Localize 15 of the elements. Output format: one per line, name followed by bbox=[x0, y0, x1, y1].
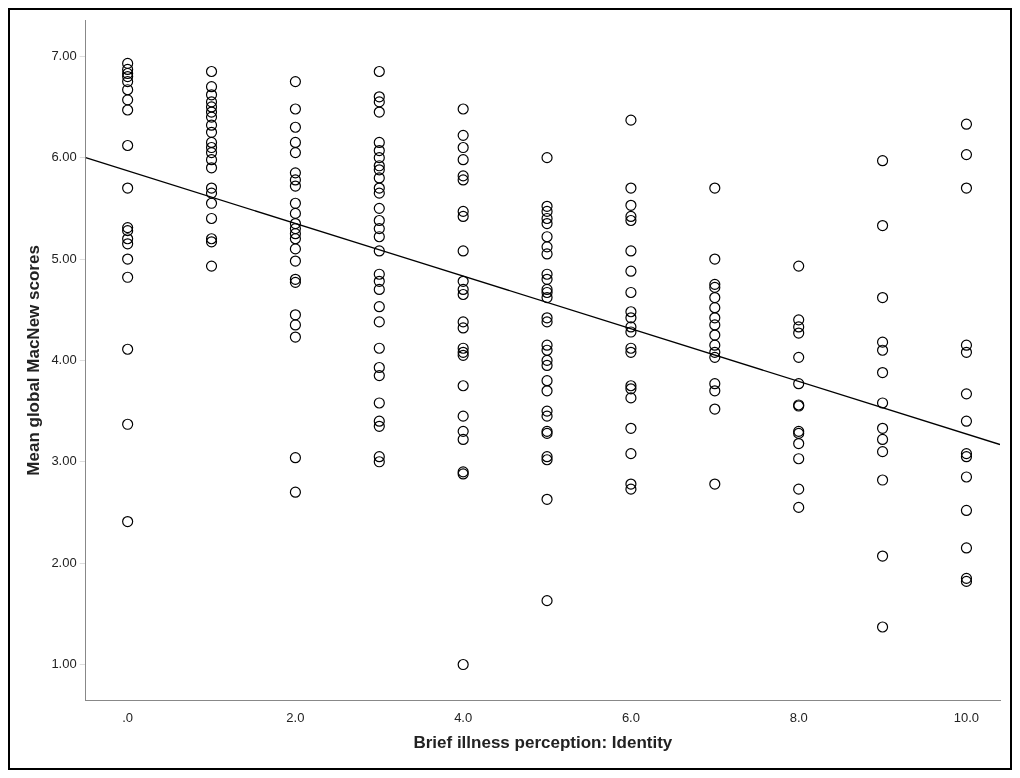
x-tick-label: 4.0 bbox=[454, 710, 473, 726]
x-tick-label: 6.0 bbox=[621, 710, 640, 726]
x-tick-label: 2.0 bbox=[286, 710, 305, 726]
y-tick-label: 2.00 bbox=[51, 554, 77, 570]
y-tick-label: 1.00 bbox=[51, 656, 77, 672]
y-tick-label: 7.00 bbox=[51, 47, 77, 63]
y-tick-label: 4.00 bbox=[51, 351, 77, 367]
y-tick-label: 6.00 bbox=[51, 149, 77, 165]
y-tick-label: 5.00 bbox=[51, 250, 77, 266]
x-tick-label: 8.0 bbox=[789, 710, 808, 726]
x-tick-label: .0 bbox=[122, 710, 134, 726]
y-axis-title: Mean global MacNew scores bbox=[23, 245, 43, 476]
x-axis-title: Brief illness perception: Identity bbox=[413, 733, 673, 753]
y-tick-label: 3.00 bbox=[51, 453, 77, 469]
x-tick-label: 10.0 bbox=[953, 710, 980, 726]
